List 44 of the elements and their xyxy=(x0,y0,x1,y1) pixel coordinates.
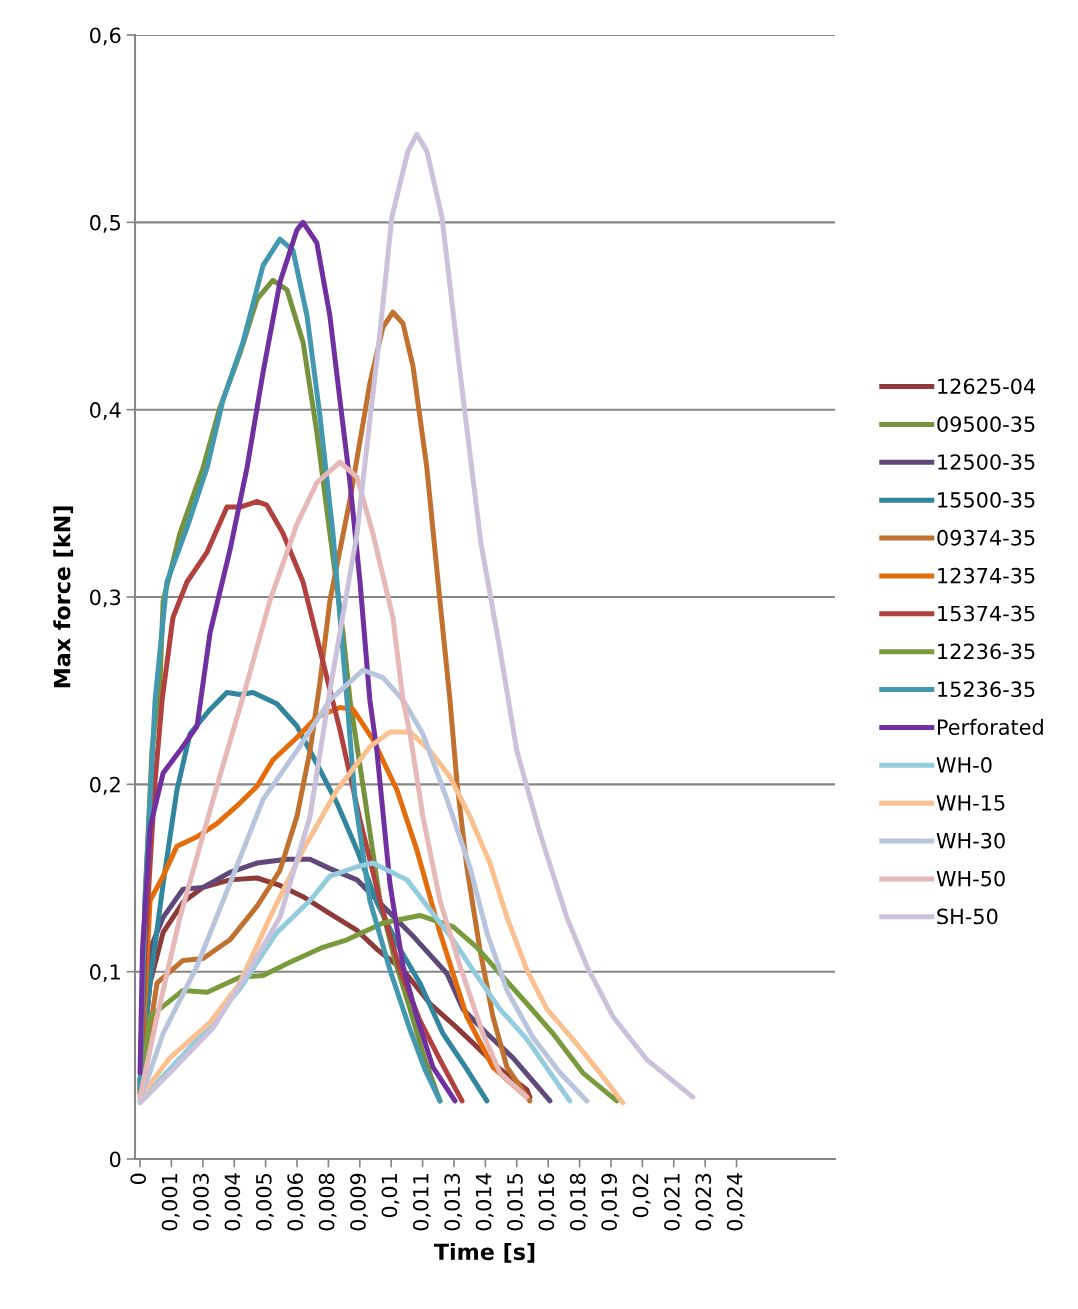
legend-label: 12236-35 xyxy=(938,643,1035,660)
x-tick-label: 0,011 xyxy=(412,1174,431,1231)
y-tick-label: 0,2 xyxy=(90,776,120,795)
x-tick-label: 0,01 xyxy=(381,1174,400,1218)
x-tick-label: 0,013 xyxy=(444,1173,463,1231)
legend-label: WH-0 xyxy=(936,757,992,773)
legend-label: 15374-35 xyxy=(938,605,1035,622)
x-tick-label: 0,018 xyxy=(569,1173,588,1231)
legend-label: WH-50 xyxy=(936,870,1005,887)
legend-label: 12625-04 xyxy=(938,378,1036,395)
x-axis-title: Time [s] xyxy=(433,1242,535,1263)
x-tick-label: 0,019 xyxy=(601,1173,620,1231)
legend-label: WH-30 xyxy=(936,832,1005,849)
legend-label: WH-15 xyxy=(936,795,1005,811)
x-tick-label: 0,008 xyxy=(318,1173,337,1231)
y-tick-label: 0,3 xyxy=(90,589,121,608)
y-tick-label: 0,1 xyxy=(90,964,120,982)
legend-label: 15236-35 xyxy=(938,681,1035,698)
legend-label: 09500-35 xyxy=(937,416,1035,433)
x-tick-label: 0,003 xyxy=(193,1173,211,1231)
legend-label: Perforated xyxy=(937,718,1043,735)
x-tick-label: 0,021 xyxy=(664,1174,682,1231)
x-tick-label: 0,015 xyxy=(507,1174,525,1231)
x-tick-label: 0,014 xyxy=(475,1173,494,1231)
x-tick-label: 0,023 xyxy=(695,1173,714,1231)
legend-label: 09374-35 xyxy=(937,529,1035,546)
legend-label: 12374-35 xyxy=(938,567,1035,584)
y-tick-label: 0 xyxy=(109,1151,121,1168)
y-tick-label: 0,5 xyxy=(90,214,120,233)
legend-label: 12500-35 xyxy=(938,454,1035,470)
legend-label: SH-50 xyxy=(937,908,998,925)
x-tick-label: 0,006 xyxy=(287,1173,306,1231)
x-tick-label: 0,009 xyxy=(350,1173,368,1231)
y-axis-title: Max force [kN] xyxy=(53,506,74,688)
x-tick-label: 0,001 xyxy=(161,1174,180,1231)
y-tick-label: 0,6 xyxy=(90,27,121,46)
legend-label: 15500-35 xyxy=(938,492,1035,508)
x-tick-label: 0,024 xyxy=(726,1173,745,1231)
x-tick-label: 0,004 xyxy=(224,1173,243,1231)
x-tick-label: 0,016 xyxy=(538,1173,557,1231)
x-tick-label: 0,005 xyxy=(255,1174,274,1231)
y-tick-label: 0,4 xyxy=(90,402,121,420)
x-tick-label: 0 xyxy=(130,1173,147,1185)
x-tick-label: 0,02 xyxy=(632,1174,651,1218)
